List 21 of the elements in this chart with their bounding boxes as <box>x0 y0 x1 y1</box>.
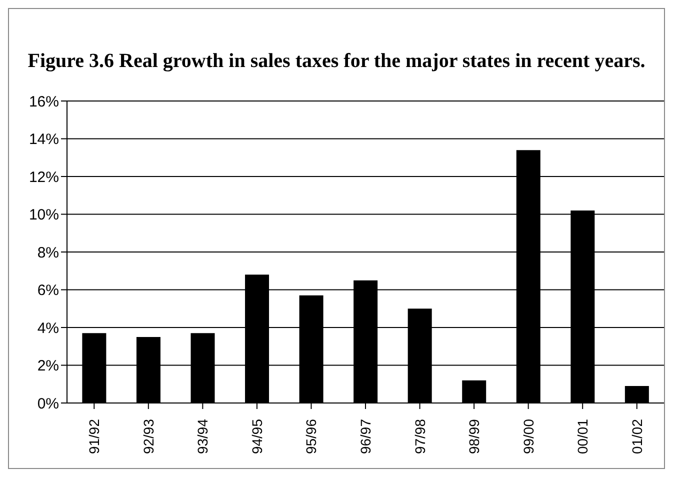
x-tick-label: 98/99 <box>466 418 482 454</box>
x-tick-label: 01/02 <box>628 418 645 454</box>
y-tick-label: 16% <box>28 93 59 110</box>
x-tick-label: 99/00 <box>520 418 536 454</box>
y-tick-label: 12% <box>28 168 59 186</box>
x-tick-label: 94/95 <box>248 418 265 454</box>
x-tick-label: 95/96 <box>303 418 320 454</box>
x-tick-label: 93/94 <box>194 418 211 454</box>
y-tick-label: 10% <box>28 206 59 224</box>
x-tick-label: 96/97 <box>358 418 374 454</box>
y-tick-label: 0% <box>37 395 59 412</box>
y-tick-label: 14% <box>28 131 59 148</box>
x-tick-label: 97/98 <box>412 418 428 454</box>
chart-title: Figure 3.6 Real growth in sales taxes for the major states in recent years. <box>26 49 646 74</box>
x-tick-label: 91/92 <box>86 418 102 454</box>
y-tick-label: 8% <box>37 244 59 262</box>
x-tick-label: 92/93 <box>140 418 156 454</box>
y-tick-label: 2% <box>37 358 59 375</box>
y-tick-label: 4% <box>37 320 59 337</box>
x-tick-label: 00/01 <box>574 418 591 454</box>
y-tick-label: 6% <box>37 282 59 300</box>
